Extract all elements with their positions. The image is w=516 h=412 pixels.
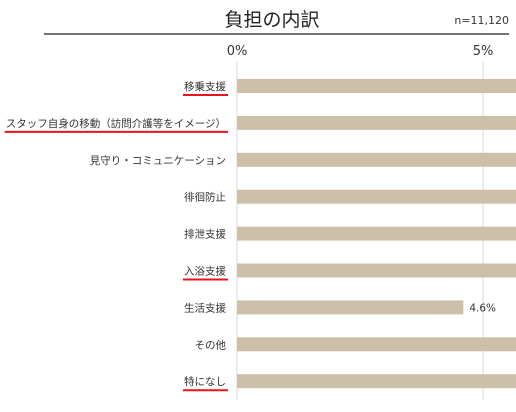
bars: [237, 79, 516, 389]
category-label: その他: [195, 338, 227, 351]
x-tick-label: 5%: [473, 44, 494, 59]
bar: [237, 226, 516, 241]
category-label: スタッフ自身の移動（訪問介護等をイメージ）: [6, 117, 226, 130]
bar: [237, 152, 516, 167]
category-label: 見守り・コミュニケーション: [90, 154, 226, 167]
bar: [237, 115, 516, 130]
category-label: 徘徊防止: [184, 191, 226, 204]
category-label: 生活支援: [184, 301, 226, 314]
bar: [237, 337, 516, 352]
value-labels: 19.8%17.6%5.9%5.7%6.3%12.3%4.6%13.9%13.9…: [469, 302, 496, 314]
category-label: 特になし: [184, 376, 226, 388]
chart-title: 負担の内訳: [224, 9, 319, 31]
category-label: 移乗支援: [184, 80, 226, 93]
sample-size-label: n=11,120: [454, 14, 509, 27]
value-label: 4.6%: [469, 302, 496, 314]
bar: [237, 374, 516, 389]
category-label: 入浴支援: [184, 265, 226, 278]
bar: [237, 189, 516, 204]
bar: [237, 263, 516, 278]
x-axis-ticks: 0%5%10%15%20%25%: [227, 44, 494, 59]
bar: [237, 79, 516, 93]
x-tick-label: 0%: [227, 44, 248, 59]
category-label: 排泄支援: [184, 228, 226, 241]
bar: [237, 300, 464, 315]
